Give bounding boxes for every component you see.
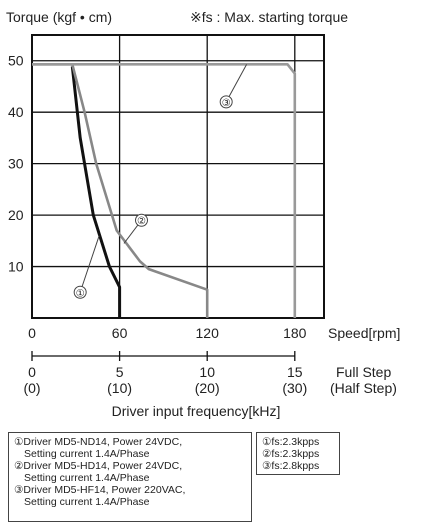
legend-driver-2: ②Driver MD5-HD14, Power 24VDC, (14, 460, 183, 472)
plot-frame (31, 34, 325, 319)
fs-2: ②fs:2.3kpps (262, 448, 320, 460)
callout-label-2: ② (137, 216, 146, 227)
series-line-3 (32, 63, 297, 318)
series-line-1 (70, 66, 122, 318)
y-tick-labels: 10 20 30 40 50 (8, 53, 24, 275)
speed-tick-label: 60 (112, 325, 128, 341)
legend-driver-1: ①Driver MD5-ND14, Power 24VDC, (14, 436, 183, 448)
legend-driver-3: ③Driver MD5-HF14, Power 220VAC, (14, 484, 186, 496)
frequency-axis-label: Driver input frequency[kHz] (112, 403, 281, 419)
half-step-tick-label: (10) (107, 380, 132, 396)
full-step-tick-label: 5 (116, 364, 124, 380)
callout-circle-1 (73, 285, 87, 299)
legend-driver-2-current: Setting current 1.4A/Phase (24, 472, 150, 484)
callout-leader-1 (79, 235, 100, 293)
y-tick-label: 50 (8, 53, 24, 69)
half-step-tick-label: (0) (23, 380, 40, 396)
speed-axis-label: Speed[rpm] (328, 325, 400, 341)
y-tick-label: 20 (8, 207, 24, 223)
full-step-tick-label: 0 (28, 364, 36, 380)
half-step-tick-label: (20) (195, 380, 220, 396)
speed-tick-label: 120 (196, 325, 220, 341)
fs-3: ③fs:2.8kpps (262, 460, 320, 472)
legend-driver-3-current: Setting current 1.4A/Phase (24, 496, 150, 508)
legend-driver-1-current: Setting current 1.4A/Phase (24, 448, 150, 460)
chart-title: Torque (kgf • cm) (6, 9, 112, 25)
callout-circle-3 (219, 95, 233, 109)
half-step-label: (Half Step) (330, 380, 397, 396)
y-tick-label: 40 (8, 104, 24, 120)
torque-chart: Torque (kgf • cm) ※fs : Max. starting to… (6, 9, 400, 419)
full-step-tick-label: 15 (287, 364, 303, 380)
fs-legend: ①fs:2.3kpps ②fs:2.3kpps ③fs:2.8kpps (256, 432, 340, 475)
callout-label-3: ③ (222, 98, 231, 109)
callout-leader-3 (225, 64, 248, 103)
y-tick-label: 10 (8, 259, 24, 275)
full-step-tick-label: 10 (199, 364, 215, 380)
series-line-2 (32, 63, 209, 318)
half-step-tick-label: (30) (282, 380, 307, 396)
driver-legend: ①Driver MD5-ND14, Power 24VDC, Setting c… (8, 432, 252, 522)
speed-tick-label: 0 (28, 325, 36, 341)
series-layer (32, 63, 297, 318)
callout-label-1: ① (76, 288, 85, 299)
fs-1: ①fs:2.3kpps (262, 436, 320, 448)
x-axes: 0 60 120 180 0 5 10 15 (0) (10) (20) (30) (23, 325, 307, 396)
chart-note: ※fs : Max. starting torque (190, 9, 348, 25)
callout-circle-2 (135, 213, 148, 227)
full-step-label: Full Step (336, 364, 391, 380)
y-tick-label: 30 (8, 156, 24, 172)
series-callouts: ① ② ③ (73, 64, 248, 299)
speed-tick-label: 180 (283, 325, 307, 341)
